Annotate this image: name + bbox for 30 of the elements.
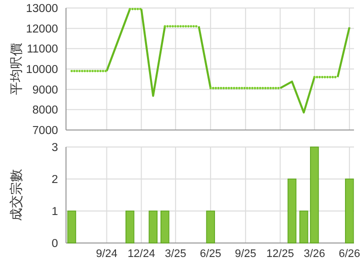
x-tick-label: 12/24 <box>128 248 156 260</box>
x-tick-label: 12/25 <box>266 248 294 260</box>
bar <box>288 178 296 244</box>
bar <box>299 210 308 244</box>
x-tick-label: 6/26 <box>338 248 360 260</box>
y-tick-label: 13000 <box>26 3 58 16</box>
y-tick-label: 11000 <box>26 44 58 56</box>
x-tick-label: 6/25 <box>200 248 222 260</box>
y-tick-label: 10000 <box>26 64 58 76</box>
bar <box>148 210 158 244</box>
y-tick-label: 9000 <box>32 84 58 96</box>
x-tick-label: 3/25 <box>164 248 186 260</box>
bar <box>160 210 170 244</box>
bar <box>126 210 134 244</box>
bar <box>345 178 354 244</box>
y-axis-title: 平均呎價 <box>10 43 25 95</box>
y-tick-label: 8000 <box>32 104 58 117</box>
bar <box>310 146 319 244</box>
y-tick-label: 7000 <box>32 125 58 138</box>
y-tick-label: 3 <box>52 142 58 154</box>
bar <box>206 210 215 244</box>
y-axis-title: 成交宗數 <box>8 169 25 221</box>
x-tick-label: 9/24 <box>96 248 118 260</box>
bar <box>67 210 76 244</box>
y-tick-label: 12000 <box>26 23 58 36</box>
y-tick-label: 0 <box>52 238 58 250</box>
x-tick-label: 9/25 <box>234 248 256 260</box>
y-tick-label: 1 <box>52 206 58 218</box>
x-tick-label: 3/26 <box>304 248 326 260</box>
y-tick-label: 2 <box>52 174 58 186</box>
